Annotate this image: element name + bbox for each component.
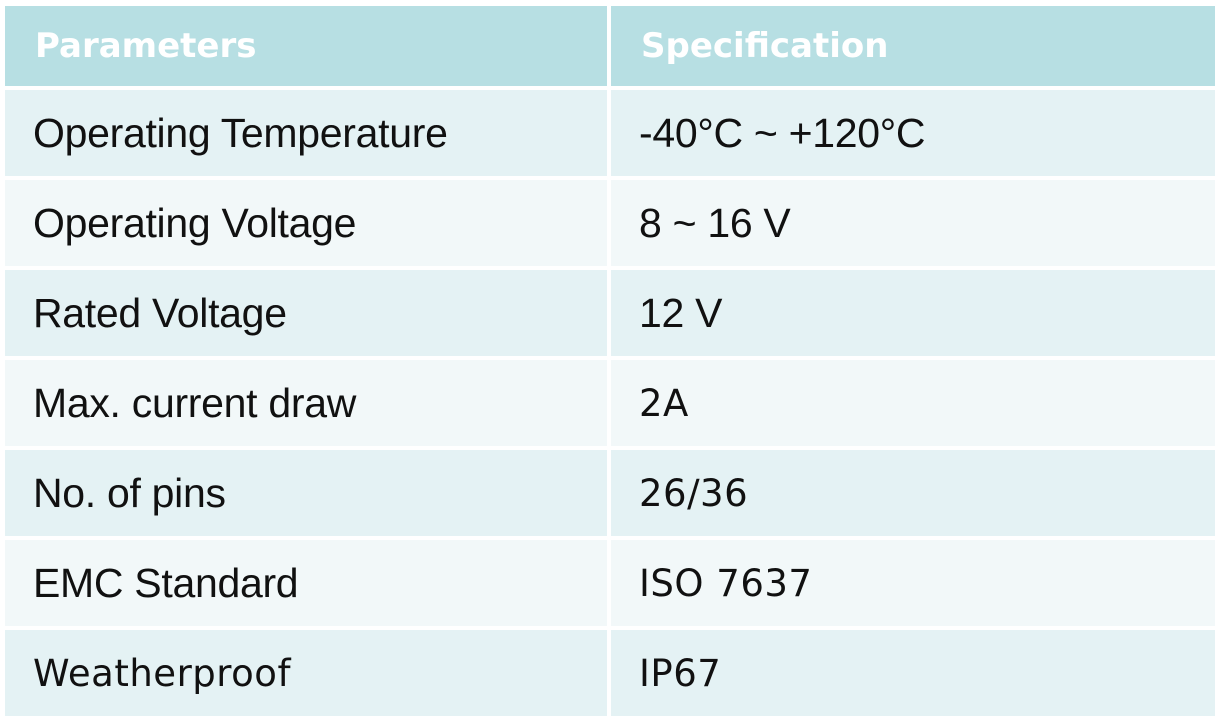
header-parameters: Parameters [5, 6, 607, 86]
param-cell: No. of pins [5, 450, 607, 536]
param-cell: Operating Voltage [5, 180, 607, 266]
spec-table: Parameters Specification Operating Tempe… [5, 6, 1215, 720]
param-cell: Max. current draw [5, 360, 607, 446]
param-cell: Operating Temperature [5, 90, 607, 176]
header-specification: Specification [611, 6, 1215, 86]
spec-cell: IP67 [611, 630, 1215, 716]
spec-cell: 2A [611, 360, 1215, 446]
spec-cell: 26/36 [611, 450, 1215, 536]
param-cell: Rated Voltage [5, 270, 607, 356]
spec-cell: 12 V [611, 270, 1215, 356]
spec-cell: -40°C ~ +120°C [611, 90, 1215, 176]
spec-cell: ISO 7637 [611, 540, 1215, 626]
spec-cell: 8 ~ 16 V [611, 180, 1215, 266]
param-cell: EMC Standard [5, 540, 607, 626]
param-cell: Weatherproof [5, 630, 607, 716]
